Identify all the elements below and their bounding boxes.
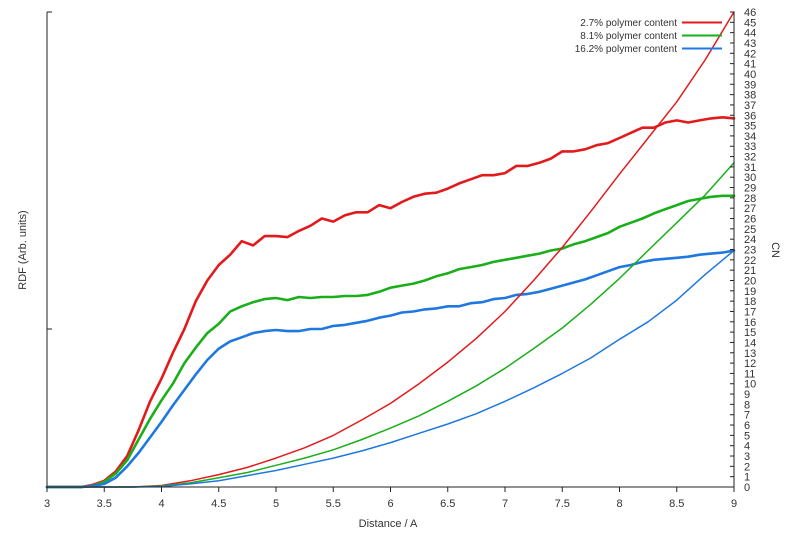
x-tick-label-11: 8.5 — [669, 498, 684, 510]
legend-label-3: 16.2% polymer content — [575, 44, 678, 55]
right-tick-label-24: 24 — [744, 234, 756, 246]
series-cn-3 — [46, 11, 735, 488]
left-axis-title: RDF (Arb. units) — [17, 210, 29, 289]
right-tick-label-14: 14 — [744, 337, 756, 349]
right-tick-label-9: 9 — [744, 389, 750, 401]
right-tick-label-28: 28 — [744, 193, 756, 205]
right-axis-title: CN — [769, 242, 781, 258]
right-tick-label-38: 38 — [744, 90, 756, 102]
right-axis-ticks: 0123456789101112131415161718192021222324… — [730, 7, 756, 494]
left-axis-ticks — [47, 11, 52, 488]
right-tick-label-33: 33 — [744, 141, 756, 153]
right-tick-label-45: 45 — [744, 17, 756, 29]
x-tick-label-12: 9 — [731, 498, 737, 510]
right-tick-label-35: 35 — [744, 121, 756, 133]
right-tick-label-37: 37 — [744, 100, 756, 112]
right-tick-label-40: 40 — [744, 69, 756, 81]
right-tick-label-19: 19 — [744, 286, 756, 298]
x-tick-label-5: 5.5 — [326, 498, 341, 510]
right-tick-label-18: 18 — [744, 296, 756, 308]
right-tick-label-27: 27 — [744, 203, 756, 215]
x-tick-label-3: 4.5 — [211, 498, 226, 510]
right-tick-label-11: 11 — [744, 368, 755, 380]
right-tick-label-15: 15 — [744, 327, 756, 339]
right-tick-label-12: 12 — [744, 358, 756, 370]
right-tick-label-44: 44 — [744, 28, 756, 40]
right-tick-label-13: 13 — [744, 348, 756, 360]
right-tick-label-30: 30 — [744, 172, 756, 184]
x-tick-label-0: 3 — [44, 498, 50, 510]
right-tick-label-17: 17 — [744, 306, 756, 318]
x-tick-label-6: 6 — [387, 498, 393, 510]
right-tick-label-2: 2 — [744, 461, 750, 473]
x-tick-label-4: 5 — [273, 498, 279, 510]
right-tick-label-43: 43 — [744, 38, 756, 50]
right-tick-label-7: 7 — [744, 410, 750, 422]
right-tick-label-25: 25 — [744, 224, 756, 236]
right-tick-label-42: 42 — [744, 48, 756, 60]
right-tick-label-8: 8 — [744, 399, 750, 411]
x-tick-label-10: 8 — [616, 498, 622, 510]
right-tick-label-0: 0 — [744, 482, 750, 494]
x-tick-label-2: 4 — [158, 498, 164, 510]
x-axis-title: Distance / A — [359, 518, 418, 530]
series-lines — [45, 11, 736, 489]
right-tick-label-16: 16 — [744, 317, 756, 329]
right-tick-label-4: 4 — [744, 441, 750, 453]
right-tick-label-41: 41 — [744, 59, 756, 71]
right-tick-label-6: 6 — [744, 420, 750, 432]
right-tick-label-10: 10 — [744, 379, 756, 391]
legend-label-1: 2.7% polymer content — [580, 18, 677, 29]
x-tick-label-7: 6.5 — [440, 498, 455, 510]
right-tick-label-5: 5 — [744, 430, 750, 442]
x-tick-label-8: 7 — [502, 498, 508, 510]
x-tick-label-1: 3.5 — [97, 498, 112, 510]
series-rdf-1 — [45, 194, 736, 489]
series-rdf-2 — [45, 249, 736, 489]
right-tick-label-36: 36 — [744, 110, 756, 122]
right-tick-label-21: 21 — [744, 265, 756, 277]
series-cn-5 — [46, 249, 735, 488]
right-tick-label-29: 29 — [744, 183, 756, 195]
x-axis-ticks: 3 3.5 4 4.5 5 5.5 6 6.5 7 7.5 8 8.5 9 — [44, 487, 737, 510]
right-tick-label-46: 46 — [744, 7, 756, 19]
right-tick-label-34: 34 — [744, 131, 756, 143]
series-rdf-0 — [45, 116, 736, 489]
right-tick-label-23: 23 — [744, 245, 756, 257]
right-tick-label-3: 3 — [744, 451, 750, 463]
x-tick-label-9: 7.5 — [555, 498, 570, 510]
right-tick-label-31: 31 — [744, 162, 756, 174]
legend-label-2: 8.1% polymer content — [580, 31, 677, 42]
legend: 2.7% polymer content 8.1% polymer conten… — [575, 18, 722, 55]
right-tick-label-20: 20 — [744, 275, 756, 287]
series-cn-4 — [46, 162, 735, 488]
right-tick-label-22: 22 — [744, 255, 756, 267]
right-tick-label-26: 26 — [744, 214, 756, 226]
right-tick-label-32: 32 — [744, 152, 756, 164]
right-tick-label-39: 39 — [744, 79, 756, 91]
right-tick-label-1: 1 — [744, 472, 750, 484]
